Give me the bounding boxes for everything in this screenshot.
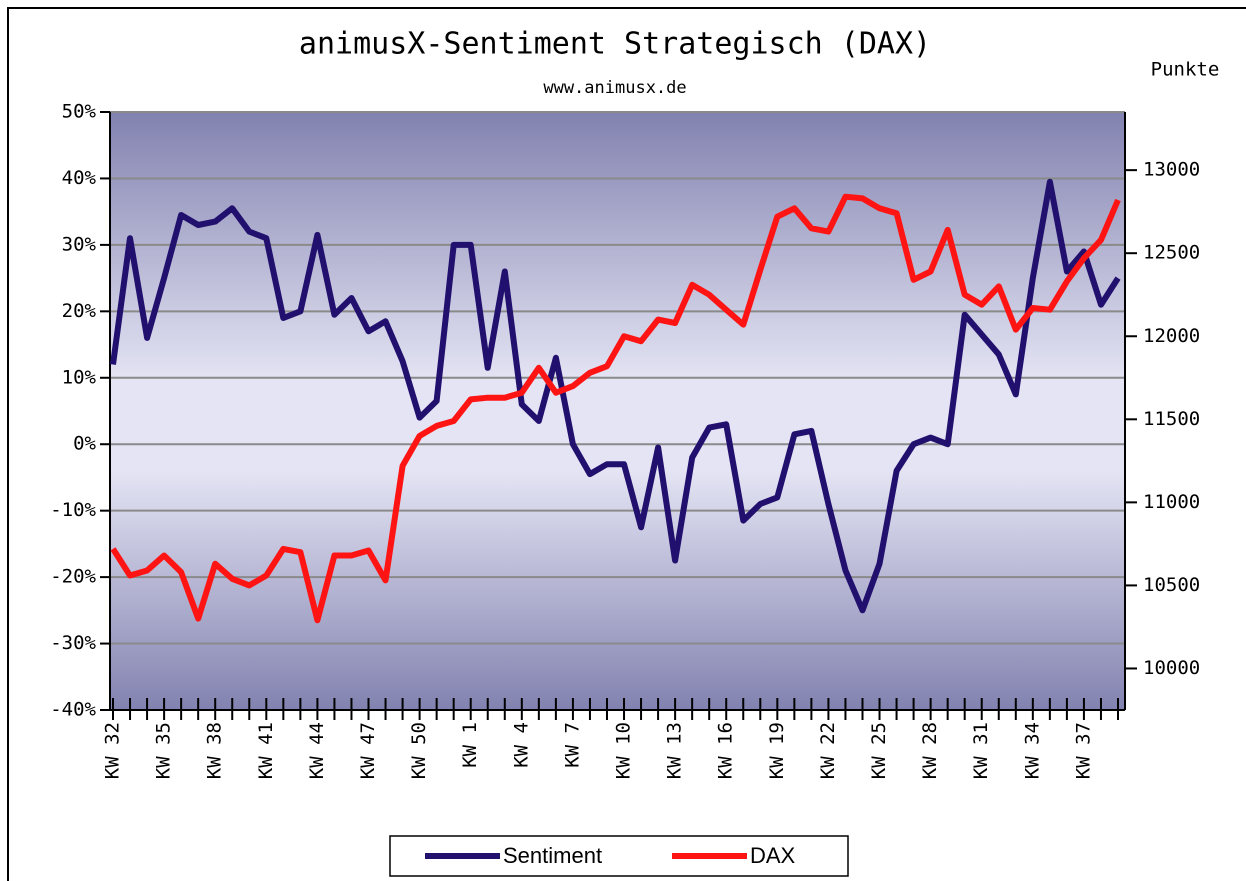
chart-subtitle: www.animusx.de: [543, 78, 686, 98]
plot-area: [110, 112, 1125, 710]
x-tick-label: KW 37: [1072, 722, 1094, 779]
y2-tick-label: 12500: [1143, 242, 1200, 264]
x-tick-label: KW 32: [102, 722, 124, 779]
y-tick-label: -30%: [50, 632, 96, 654]
x-tick-label: KW 38: [204, 722, 226, 779]
y2-tick-label: 12000: [1143, 325, 1200, 347]
y-tick-label: -40%: [50, 699, 96, 721]
x-tick-label: KW 10: [613, 722, 635, 779]
x-tick-label: KW 50: [408, 722, 430, 779]
x-tick-label: KW 1: [459, 722, 481, 768]
x-tick-label: KW 25: [868, 722, 890, 779]
x-tick-label: KW 35: [153, 722, 175, 779]
y2-axis-title: Punkte: [1151, 59, 1220, 81]
x-tick-label: KW 19: [766, 722, 788, 779]
x-tick-label: KW 44: [306, 722, 328, 779]
y2-tick-label: 11000: [1143, 491, 1200, 513]
x-tick-label: KW 4: [510, 722, 532, 768]
y-tick-label: 40%: [62, 167, 97, 189]
x-tick-label: KW 13: [664, 722, 686, 779]
frame: [7, 7, 1246, 881]
legend-label: DAX: [750, 843, 796, 868]
y2-tick-label: 11500: [1143, 408, 1200, 430]
y-tick-label: 30%: [62, 233, 97, 255]
chart-title: animusX-Sentiment Strategisch (DAX): [299, 27, 931, 62]
y2-tick-label: 10000: [1143, 657, 1200, 679]
y-tick-label: 10%: [62, 366, 97, 388]
x-tick-label: KW 31: [970, 722, 992, 779]
y-tick-label: -10%: [50, 499, 96, 521]
y2-tick-label: 10500: [1143, 574, 1200, 596]
series-line: [110, 178, 1121, 614]
x-tick-label: KW 47: [357, 722, 379, 779]
series-line: [110, 193, 1121, 624]
y-tick-label: 20%: [62, 300, 97, 322]
x-tick-label: KW 28: [919, 722, 941, 779]
x-tick-label: KW 16: [715, 722, 737, 779]
y-tick-label: -20%: [50, 566, 96, 588]
x-tick-label: KW 41: [255, 722, 277, 779]
y-tick-label: 0%: [73, 433, 96, 455]
x-tick-label: KW 34: [1021, 722, 1043, 779]
legend-label: Sentiment: [503, 843, 602, 868]
x-tick-label: KW 7: [561, 722, 583, 768]
y-tick-label: 50%: [62, 101, 97, 123]
x-tick-label: KW 22: [817, 722, 839, 779]
y2-tick-label: 13000: [1143, 159, 1200, 181]
